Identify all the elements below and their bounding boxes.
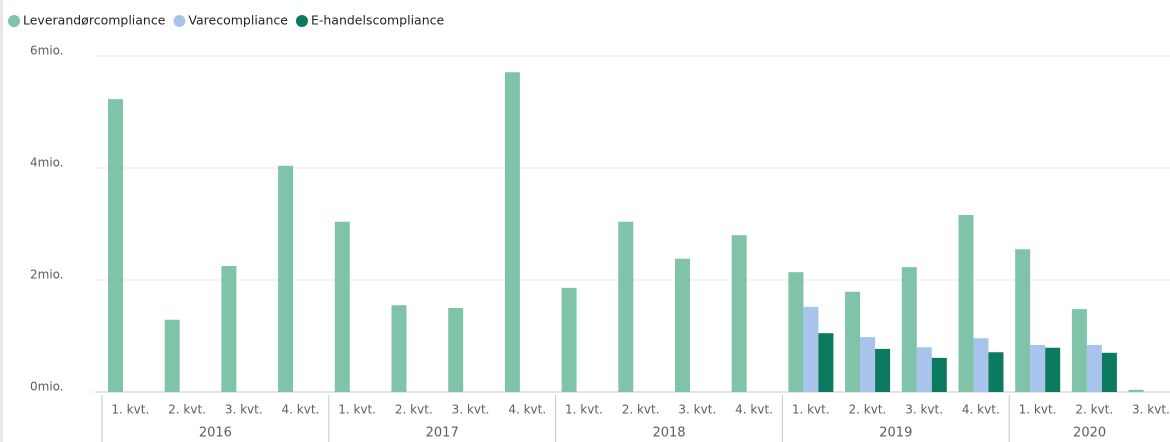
bar bbox=[958, 215, 974, 392]
x-tick-label: 1. kvt. bbox=[1019, 403, 1057, 417]
bar bbox=[561, 287, 577, 392]
bar bbox=[860, 337, 876, 392]
legend-label: Leverandørcompliance bbox=[23, 13, 166, 28]
y-tick-label: 0mio. bbox=[30, 380, 64, 394]
bar bbox=[108, 99, 123, 393]
bar bbox=[1015, 249, 1031, 392]
left-border bbox=[0, 0, 3, 442]
x-tick-label: 3. kvt. bbox=[225, 403, 263, 417]
x-tick-label: 3. kvt. bbox=[1132, 403, 1170, 417]
x-tick-label: 3. kvt. bbox=[452, 403, 490, 417]
legend-label: E-handelscompliance bbox=[311, 13, 445, 28]
x-tick-label: 3. kvt. bbox=[905, 403, 943, 417]
x-tick-label: 2. kvt. bbox=[849, 403, 887, 417]
x-tick-label: 1. kvt. bbox=[792, 403, 830, 417]
bar bbox=[675, 258, 690, 392]
x-tick-label: 1. kvt. bbox=[565, 403, 603, 417]
y-tick-label: 4mio. bbox=[30, 156, 64, 170]
x-group-label: 2016 bbox=[199, 426, 232, 441]
legend-marker bbox=[295, 15, 308, 27]
x-tick-label: 4. kvt. bbox=[282, 403, 320, 417]
x-tick-label: 1. kvt. bbox=[111, 403, 149, 417]
x-tick-label: 1. kvt. bbox=[338, 403, 376, 417]
bar bbox=[901, 267, 917, 392]
x-group-label: 2017 bbox=[426, 426, 459, 441]
x-tick-label: 4. kvt. bbox=[962, 403, 1000, 417]
x-tick-label: 4. kvt. bbox=[735, 403, 773, 417]
bar bbox=[618, 221, 634, 392]
legend-label: Varecompliance bbox=[188, 13, 288, 28]
bar bbox=[1128, 389, 1144, 392]
x-tick-label: 4. kvt. bbox=[508, 403, 546, 417]
y-tick-label: 2mio. bbox=[30, 268, 64, 282]
bar bbox=[916, 347, 932, 392]
bar bbox=[1045, 347, 1061, 392]
bar bbox=[1101, 352, 1117, 392]
x-tick-label: 3. kvt. bbox=[678, 403, 716, 417]
x-tick-label: 2. kvt. bbox=[395, 403, 433, 417]
bar bbox=[875, 348, 891, 392]
bar bbox=[164, 319, 180, 392]
x-tick-label: 2. kvt. bbox=[168, 403, 206, 417]
x-group-label: 2018 bbox=[652, 426, 685, 441]
bar bbox=[988, 352, 1004, 392]
bar bbox=[803, 306, 819, 392]
bar bbox=[391, 305, 407, 392]
bar bbox=[1086, 344, 1102, 392]
bar bbox=[931, 357, 947, 392]
bar bbox=[334, 221, 350, 392]
x-group-label: 2020 bbox=[1073, 426, 1106, 441]
bar bbox=[278, 165, 294, 392]
bar bbox=[504, 72, 520, 393]
bar bbox=[845, 291, 861, 392]
bar bbox=[818, 333, 834, 392]
legend-marker bbox=[8, 15, 20, 27]
legend-marker bbox=[173, 15, 186, 27]
bar bbox=[1071, 309, 1087, 392]
x-tick-label: 2. kvt. bbox=[622, 403, 660, 417]
bar bbox=[788, 272, 804, 392]
y-tick-label: 6mio. bbox=[30, 44, 64, 58]
bar bbox=[1030, 344, 1046, 392]
bar bbox=[448, 308, 464, 392]
x-group-label: 2019 bbox=[879, 426, 912, 441]
bar bbox=[973, 338, 989, 392]
x-tick-label: 2. kvt. bbox=[1075, 403, 1113, 417]
bar bbox=[221, 266, 237, 392]
bar bbox=[731, 235, 747, 392]
